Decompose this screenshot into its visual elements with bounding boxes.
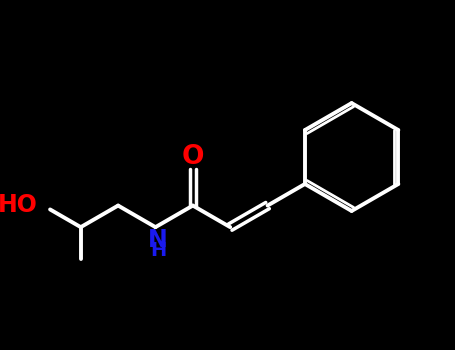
Text: H: H bbox=[150, 241, 166, 260]
Text: N: N bbox=[148, 228, 168, 252]
Text: O: O bbox=[182, 144, 204, 170]
Text: HO: HO bbox=[0, 193, 37, 217]
